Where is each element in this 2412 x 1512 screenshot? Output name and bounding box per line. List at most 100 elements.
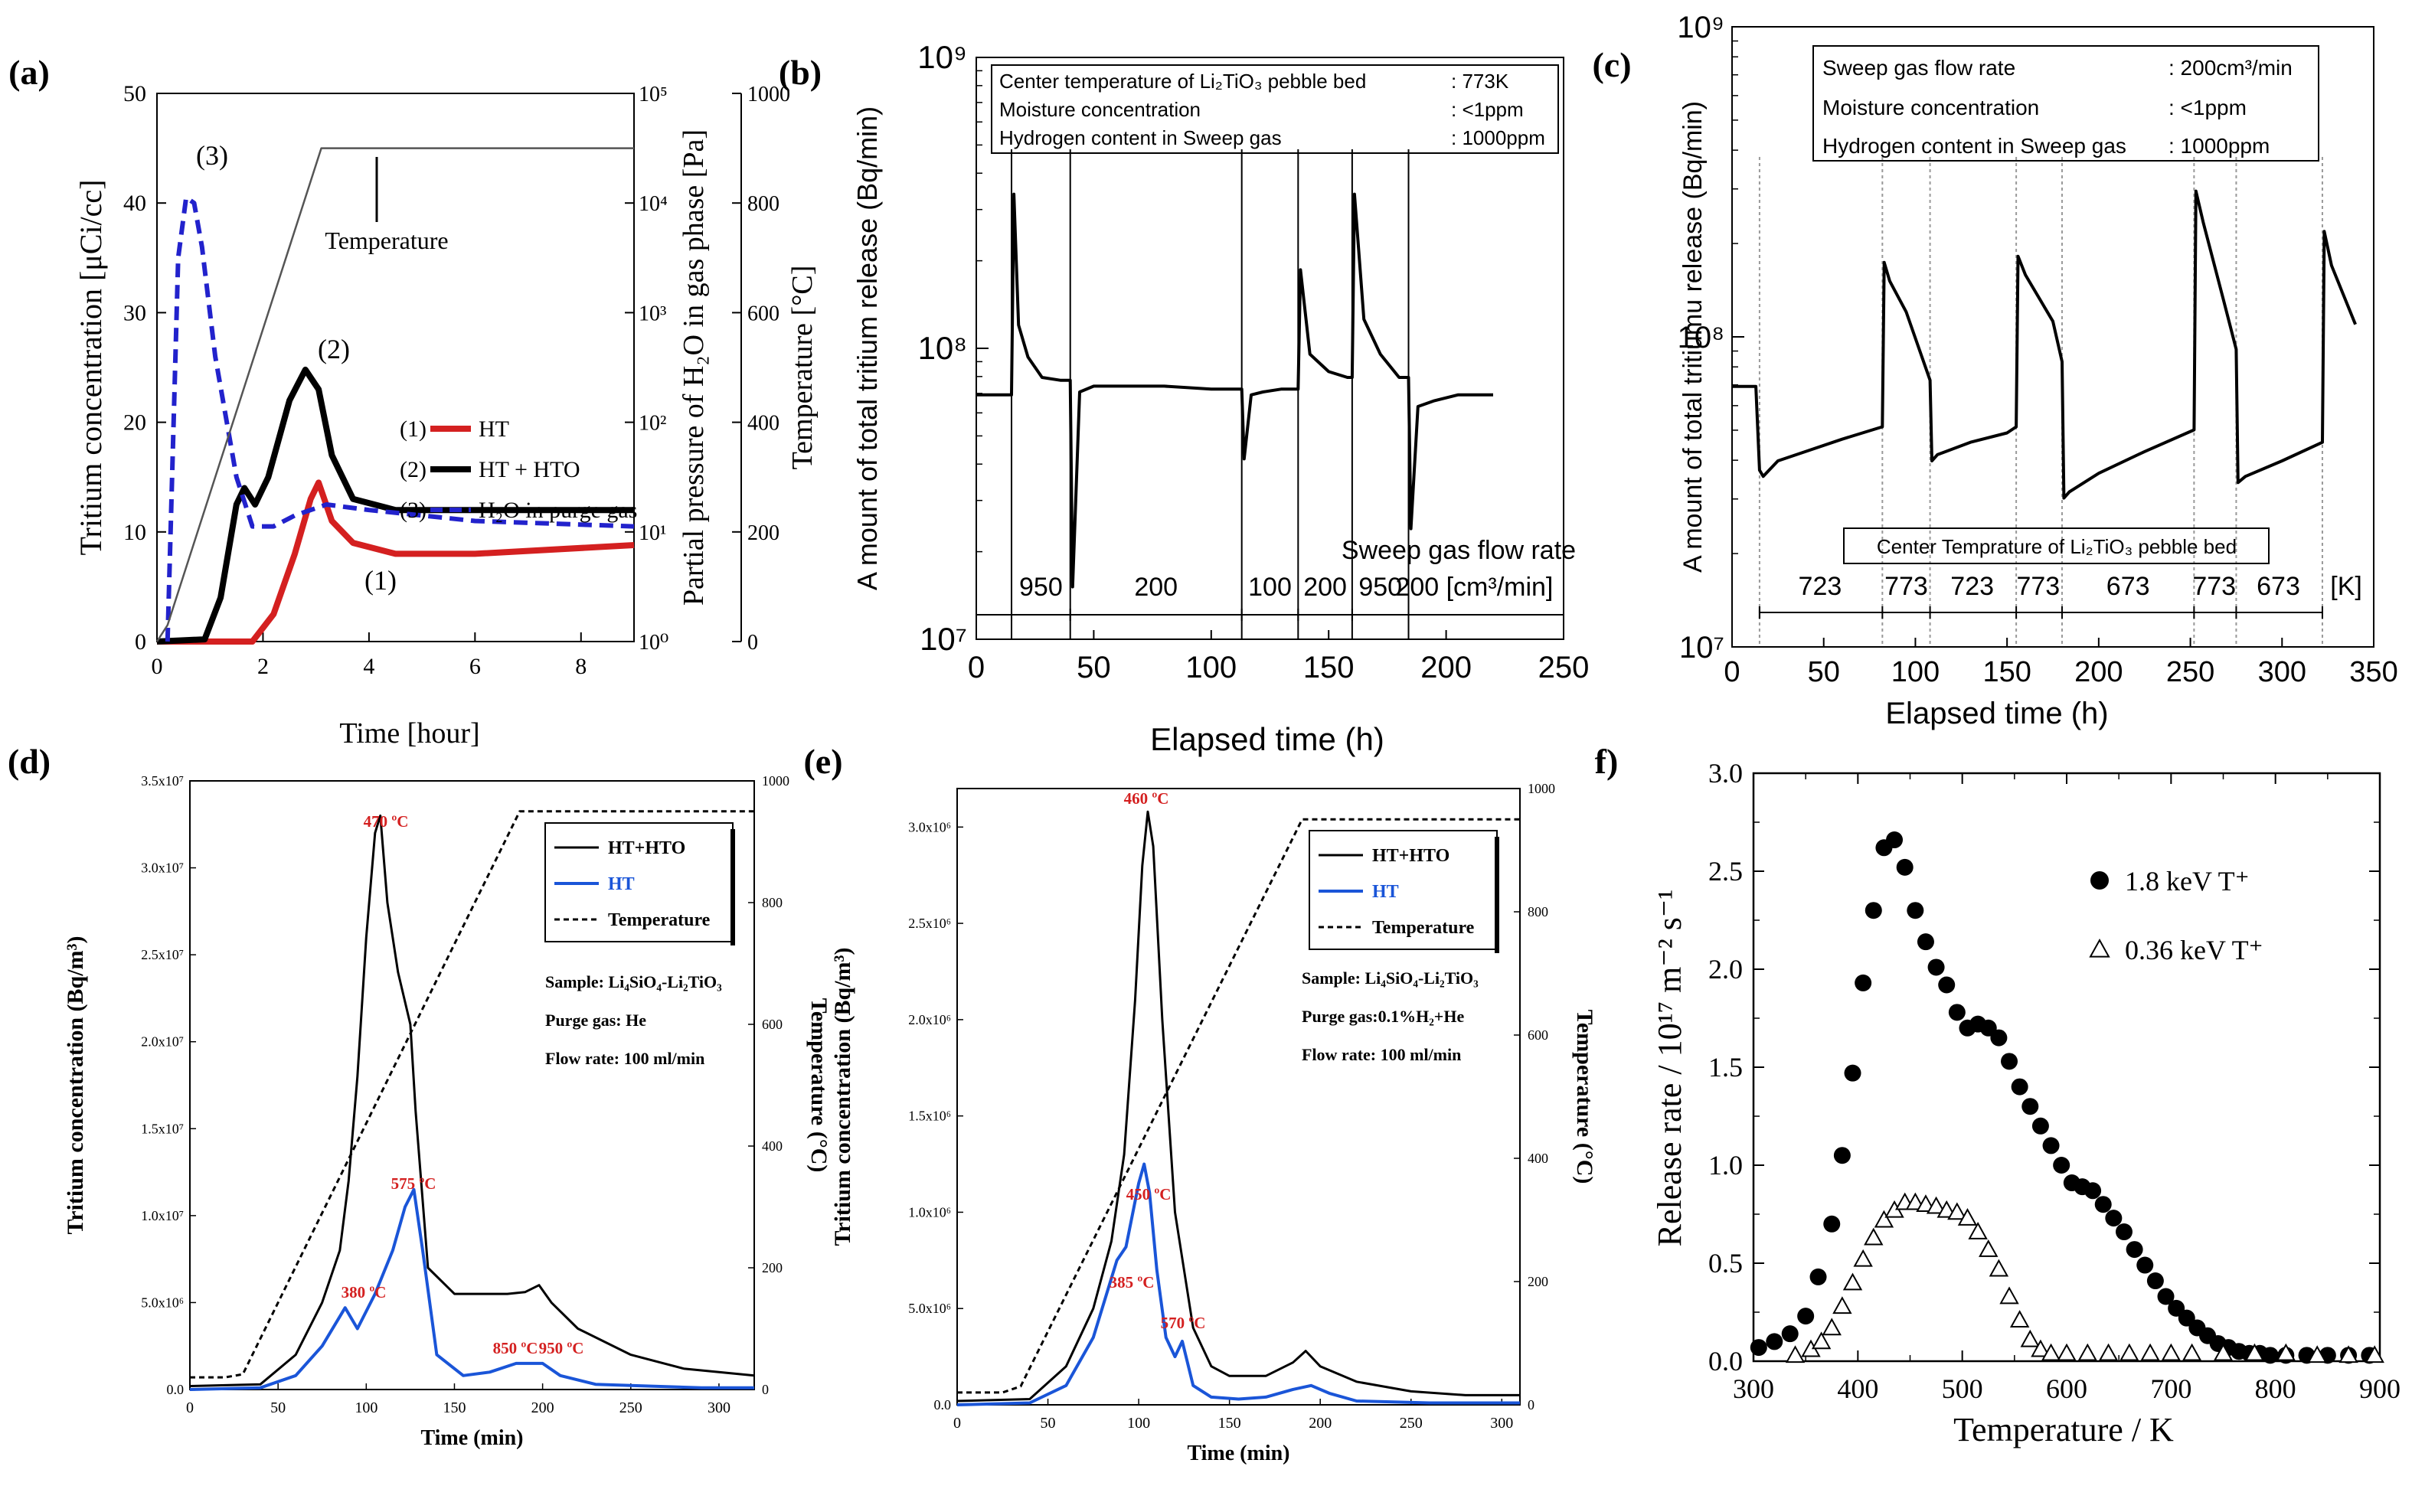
x-axis-label: Time (min) bbox=[1187, 1442, 1289, 1465]
y-tick-label: 0 bbox=[135, 629, 146, 655]
point-0-36kev bbox=[1957, 1208, 1978, 1226]
point-0-36kev bbox=[1979, 1239, 1999, 1257]
info-value: : 773K bbox=[1451, 70, 1509, 93]
point-0-36kev bbox=[1968, 1221, 1988, 1239]
x-axis-label: Time (min) bbox=[420, 1426, 523, 1450]
y-tick-label: 1.5x10⁷ bbox=[141, 1121, 184, 1136]
sample-note: Purge gas: He bbox=[545, 1011, 646, 1030]
y3-tick-label: 600 bbox=[747, 302, 779, 325]
x-tick-label: 350 bbox=[2349, 656, 2397, 688]
flow-segment-label: 100 bbox=[1248, 573, 1292, 602]
flow-segment-label: 200 bbox=[1303, 573, 1347, 602]
annotation-2: (2) bbox=[318, 334, 350, 364]
point-1-8kev bbox=[2053, 1157, 2070, 1174]
point-0-36kev bbox=[1842, 1272, 1863, 1291]
y2-tick-label: 600 bbox=[762, 1017, 783, 1032]
x-tick-label: 500 bbox=[1942, 1373, 1983, 1404]
point-1-8kev bbox=[2157, 1288, 2175, 1305]
y-tick-label: 1.0 bbox=[1708, 1150, 1743, 1181]
point-0-36kev bbox=[1989, 1259, 2009, 1277]
y-tick-label: 2.5x10⁷ bbox=[141, 947, 184, 962]
temp-segment-label: 673 bbox=[2257, 572, 2300, 601]
plot-frame bbox=[956, 788, 1521, 1406]
panel-label: (e) bbox=[803, 742, 842, 781]
point-0-36kev bbox=[1905, 1192, 1926, 1210]
legend-number: (1) bbox=[400, 416, 427, 442]
x-tick-label: 8 bbox=[575, 654, 587, 679]
sample-note: Flow rate: 100 ml/min bbox=[545, 1049, 704, 1068]
x-tick-label: 0 bbox=[186, 1399, 194, 1416]
point-1-8kev bbox=[1797, 1308, 1815, 1325]
x-tick-label: 700 bbox=[2150, 1373, 2191, 1404]
series-line-ht-hto bbox=[956, 810, 1520, 1403]
peak-label: 450 ºC bbox=[1126, 1185, 1172, 1203]
point-1-8kev bbox=[1917, 933, 1934, 951]
point-0-36kev bbox=[1864, 1227, 1884, 1246]
point-0-36kev bbox=[1947, 1202, 1967, 1220]
point-0-36kev bbox=[2307, 1345, 2327, 1363]
x-tick-label: 50 bbox=[1041, 1415, 1056, 1432]
x-tick-label: 100 bbox=[1891, 656, 1940, 688]
peak-label: 385 ºC bbox=[1110, 1273, 1155, 1292]
series-line-ht bbox=[956, 1162, 1520, 1406]
x-tick-label: 300 bbox=[1490, 1415, 1513, 1432]
peak-label: 575 ºC bbox=[391, 1174, 436, 1193]
temp-segment-label: [K] bbox=[2330, 572, 2362, 601]
legend-label: HT bbox=[479, 416, 509, 442]
x-tick-label: 50 bbox=[1077, 651, 1111, 684]
x-tick-label: 150 bbox=[1982, 656, 2031, 688]
legend-number: (2) bbox=[400, 457, 427, 482]
flow-segment-label: 200 bbox=[1134, 573, 1178, 602]
x-axis-label: Time [hour] bbox=[339, 717, 479, 749]
x-tick-label: 200 bbox=[1420, 651, 1472, 684]
y2-tick-label: 10⁰ bbox=[639, 631, 668, 655]
series-line-total-tritium-release bbox=[1732, 189, 2357, 500]
y2-axis-label: Temperature (°C) bbox=[1572, 1010, 1597, 1184]
y-tick-label: 10⁹ bbox=[917, 39, 967, 75]
y2-tick-label: 10¹ bbox=[639, 521, 666, 545]
point-1-8kev bbox=[2031, 1117, 2049, 1135]
point-0-36kev bbox=[2031, 1339, 2051, 1357]
x-axis-label: Elapsed time (h) bbox=[1150, 721, 1384, 757]
x-tick-label: 6 bbox=[469, 654, 481, 679]
point-0-36kev bbox=[2338, 1345, 2358, 1363]
point-0-36kev bbox=[1936, 1200, 1956, 1218]
y2-tick-label: 0 bbox=[762, 1382, 769, 1397]
y2-tick-label: 10⁵ bbox=[639, 83, 668, 106]
point-0-36kev bbox=[2041, 1343, 2061, 1361]
y-axis-label: A mount of total tritium release (Bq/min… bbox=[851, 106, 883, 590]
series-line-temperature bbox=[957, 818, 1520, 1394]
plot-frame bbox=[156, 93, 635, 642]
point-1-8kev bbox=[2084, 1182, 2102, 1200]
info-label: Moisture concentration bbox=[1822, 96, 2039, 119]
legend-label: 1.8 keV T⁺ bbox=[2125, 866, 2250, 896]
point-1-8kev bbox=[2126, 1241, 2143, 1259]
point-1-8kev bbox=[2115, 1223, 2133, 1241]
plot-frame bbox=[189, 780, 755, 1390]
y-axis-label: A mount of total tritiumu release (Bq/mi… bbox=[1678, 101, 1708, 573]
temp-title: Center Temprature of Li₂TiO₃ pebble bed bbox=[1877, 535, 2237, 558]
peak-label: 460 ºC bbox=[1124, 789, 1169, 808]
chart-d: 0 50 100 150 200 250 300 0.0 5.0x10⁶ 1.0x10⁷ 1.5x1… bbox=[63, 773, 832, 1450]
point-1-8kev bbox=[1781, 1325, 1799, 1343]
legend-label: HT + HTO bbox=[479, 457, 580, 482]
point-0-36kev bbox=[1874, 1210, 1894, 1228]
chart-c: 0 50 100 150 200 250 300 350 10⁷ 10⁸ 10⁹ Elapsed ti… bbox=[1677, 11, 2397, 730]
y-tick-label: 30 bbox=[123, 300, 146, 325]
x-tick-label: 300 bbox=[2258, 656, 2306, 688]
y3-tick-label: 1000 bbox=[747, 83, 790, 106]
y-tick-label: 10⁷ bbox=[1679, 631, 1724, 665]
y-tick-label: 40 bbox=[123, 191, 146, 216]
point-1-8kev bbox=[1896, 858, 1914, 876]
legend-label: H₂O in purge gas bbox=[479, 498, 637, 523]
x-tick-label: 250 bbox=[2166, 656, 2214, 688]
info-label: Sweep gas flow rate bbox=[1822, 56, 2015, 80]
y-tick-label: 2.5 bbox=[1708, 856, 1743, 887]
y-axis-label: Tritium concentration (Bq/m³) bbox=[63, 936, 88, 1234]
panel-label: (d) bbox=[8, 742, 51, 781]
y2-tick-label: 800 bbox=[762, 895, 783, 910]
point-0-36kev bbox=[2213, 1343, 2234, 1361]
y3-tick-label: 0 bbox=[747, 631, 758, 655]
x-tick-label: 50 bbox=[1808, 656, 1840, 688]
